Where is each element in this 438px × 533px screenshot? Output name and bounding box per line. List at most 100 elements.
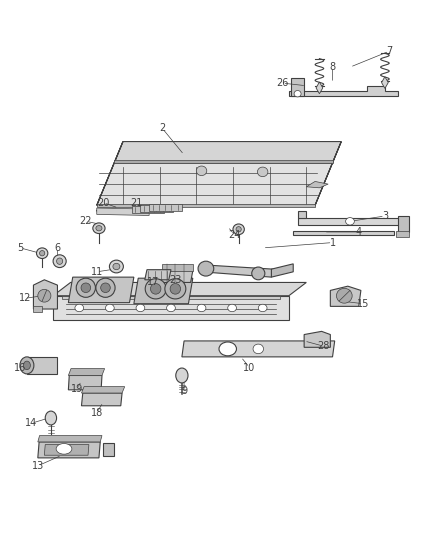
Polygon shape <box>272 264 293 277</box>
Ellipse shape <box>176 368 188 383</box>
Ellipse shape <box>113 263 120 270</box>
Ellipse shape <box>258 304 267 312</box>
Polygon shape <box>132 206 164 213</box>
Polygon shape <box>33 306 42 312</box>
Ellipse shape <box>45 411 57 425</box>
Ellipse shape <box>253 344 264 354</box>
Ellipse shape <box>53 255 66 268</box>
Text: 21: 21 <box>130 198 142 208</box>
Text: 13: 13 <box>32 461 44 471</box>
Ellipse shape <box>198 261 214 276</box>
Ellipse shape <box>93 223 105 233</box>
Ellipse shape <box>236 227 241 232</box>
Ellipse shape <box>346 217 354 225</box>
Ellipse shape <box>36 248 48 259</box>
Ellipse shape <box>76 278 95 297</box>
Text: 14: 14 <box>25 418 37 429</box>
Text: 19: 19 <box>71 384 83 394</box>
Polygon shape <box>27 357 57 374</box>
Polygon shape <box>68 277 134 303</box>
Polygon shape <box>53 282 306 296</box>
Text: 28: 28 <box>318 341 330 351</box>
Polygon shape <box>134 278 193 304</box>
Ellipse shape <box>165 279 186 299</box>
Polygon shape <box>201 265 274 277</box>
Text: 26: 26 <box>276 78 289 88</box>
Ellipse shape <box>110 260 124 273</box>
Polygon shape <box>297 211 306 217</box>
Polygon shape <box>162 264 193 271</box>
Ellipse shape <box>106 304 114 312</box>
Text: 23: 23 <box>169 275 181 285</box>
Ellipse shape <box>20 357 34 374</box>
Text: 7: 7 <box>386 46 392 56</box>
Text: 17: 17 <box>147 278 160 287</box>
Text: 9: 9 <box>181 386 187 397</box>
Text: 5: 5 <box>17 243 24 253</box>
Polygon shape <box>304 332 330 348</box>
Polygon shape <box>141 205 173 212</box>
Polygon shape <box>316 82 323 94</box>
Polygon shape <box>297 217 403 225</box>
Polygon shape <box>291 78 304 96</box>
Polygon shape <box>114 142 341 163</box>
Ellipse shape <box>228 304 237 312</box>
Ellipse shape <box>233 224 244 235</box>
Ellipse shape <box>258 167 268 176</box>
Polygon shape <box>38 435 102 442</box>
Polygon shape <box>306 181 328 188</box>
Polygon shape <box>114 160 332 163</box>
Polygon shape <box>160 271 193 282</box>
Polygon shape <box>53 296 289 320</box>
Polygon shape <box>182 341 335 357</box>
Ellipse shape <box>219 342 237 356</box>
Text: 4: 4 <box>356 227 362 237</box>
Polygon shape <box>315 142 341 205</box>
Ellipse shape <box>39 251 45 256</box>
Text: 22: 22 <box>80 216 92 227</box>
Ellipse shape <box>150 284 161 294</box>
Text: 2: 2 <box>159 123 166 133</box>
Ellipse shape <box>57 258 63 264</box>
Ellipse shape <box>23 361 30 369</box>
Text: 3: 3 <box>382 211 388 221</box>
Polygon shape <box>97 163 332 205</box>
Polygon shape <box>396 231 409 237</box>
Polygon shape <box>97 142 123 205</box>
Ellipse shape <box>336 288 352 303</box>
Polygon shape <box>293 231 394 235</box>
Ellipse shape <box>136 304 145 312</box>
Ellipse shape <box>101 283 110 293</box>
Text: 10: 10 <box>244 362 256 373</box>
Polygon shape <box>81 386 125 393</box>
Ellipse shape <box>75 304 84 312</box>
Polygon shape <box>33 280 57 309</box>
Ellipse shape <box>38 289 51 302</box>
Ellipse shape <box>252 267 265 280</box>
Polygon shape <box>398 216 409 232</box>
Ellipse shape <box>145 279 166 299</box>
Polygon shape <box>38 442 100 458</box>
Text: 18: 18 <box>91 408 103 418</box>
Polygon shape <box>103 443 114 456</box>
Ellipse shape <box>166 304 175 312</box>
Text: 16: 16 <box>14 362 26 373</box>
Polygon shape <box>330 286 361 306</box>
Ellipse shape <box>197 304 206 312</box>
Text: 24: 24 <box>228 230 240 240</box>
Ellipse shape <box>81 283 91 293</box>
Polygon shape <box>62 296 280 300</box>
Polygon shape <box>44 445 89 455</box>
Polygon shape <box>68 368 105 375</box>
Polygon shape <box>81 393 122 406</box>
Polygon shape <box>381 77 388 88</box>
Polygon shape <box>289 86 398 96</box>
Text: 20: 20 <box>97 198 110 208</box>
Ellipse shape <box>56 443 72 454</box>
Polygon shape <box>97 208 149 215</box>
Text: 15: 15 <box>357 298 369 309</box>
Polygon shape <box>68 375 102 390</box>
Ellipse shape <box>96 225 102 231</box>
Polygon shape <box>97 204 315 207</box>
Text: 6: 6 <box>54 243 60 253</box>
